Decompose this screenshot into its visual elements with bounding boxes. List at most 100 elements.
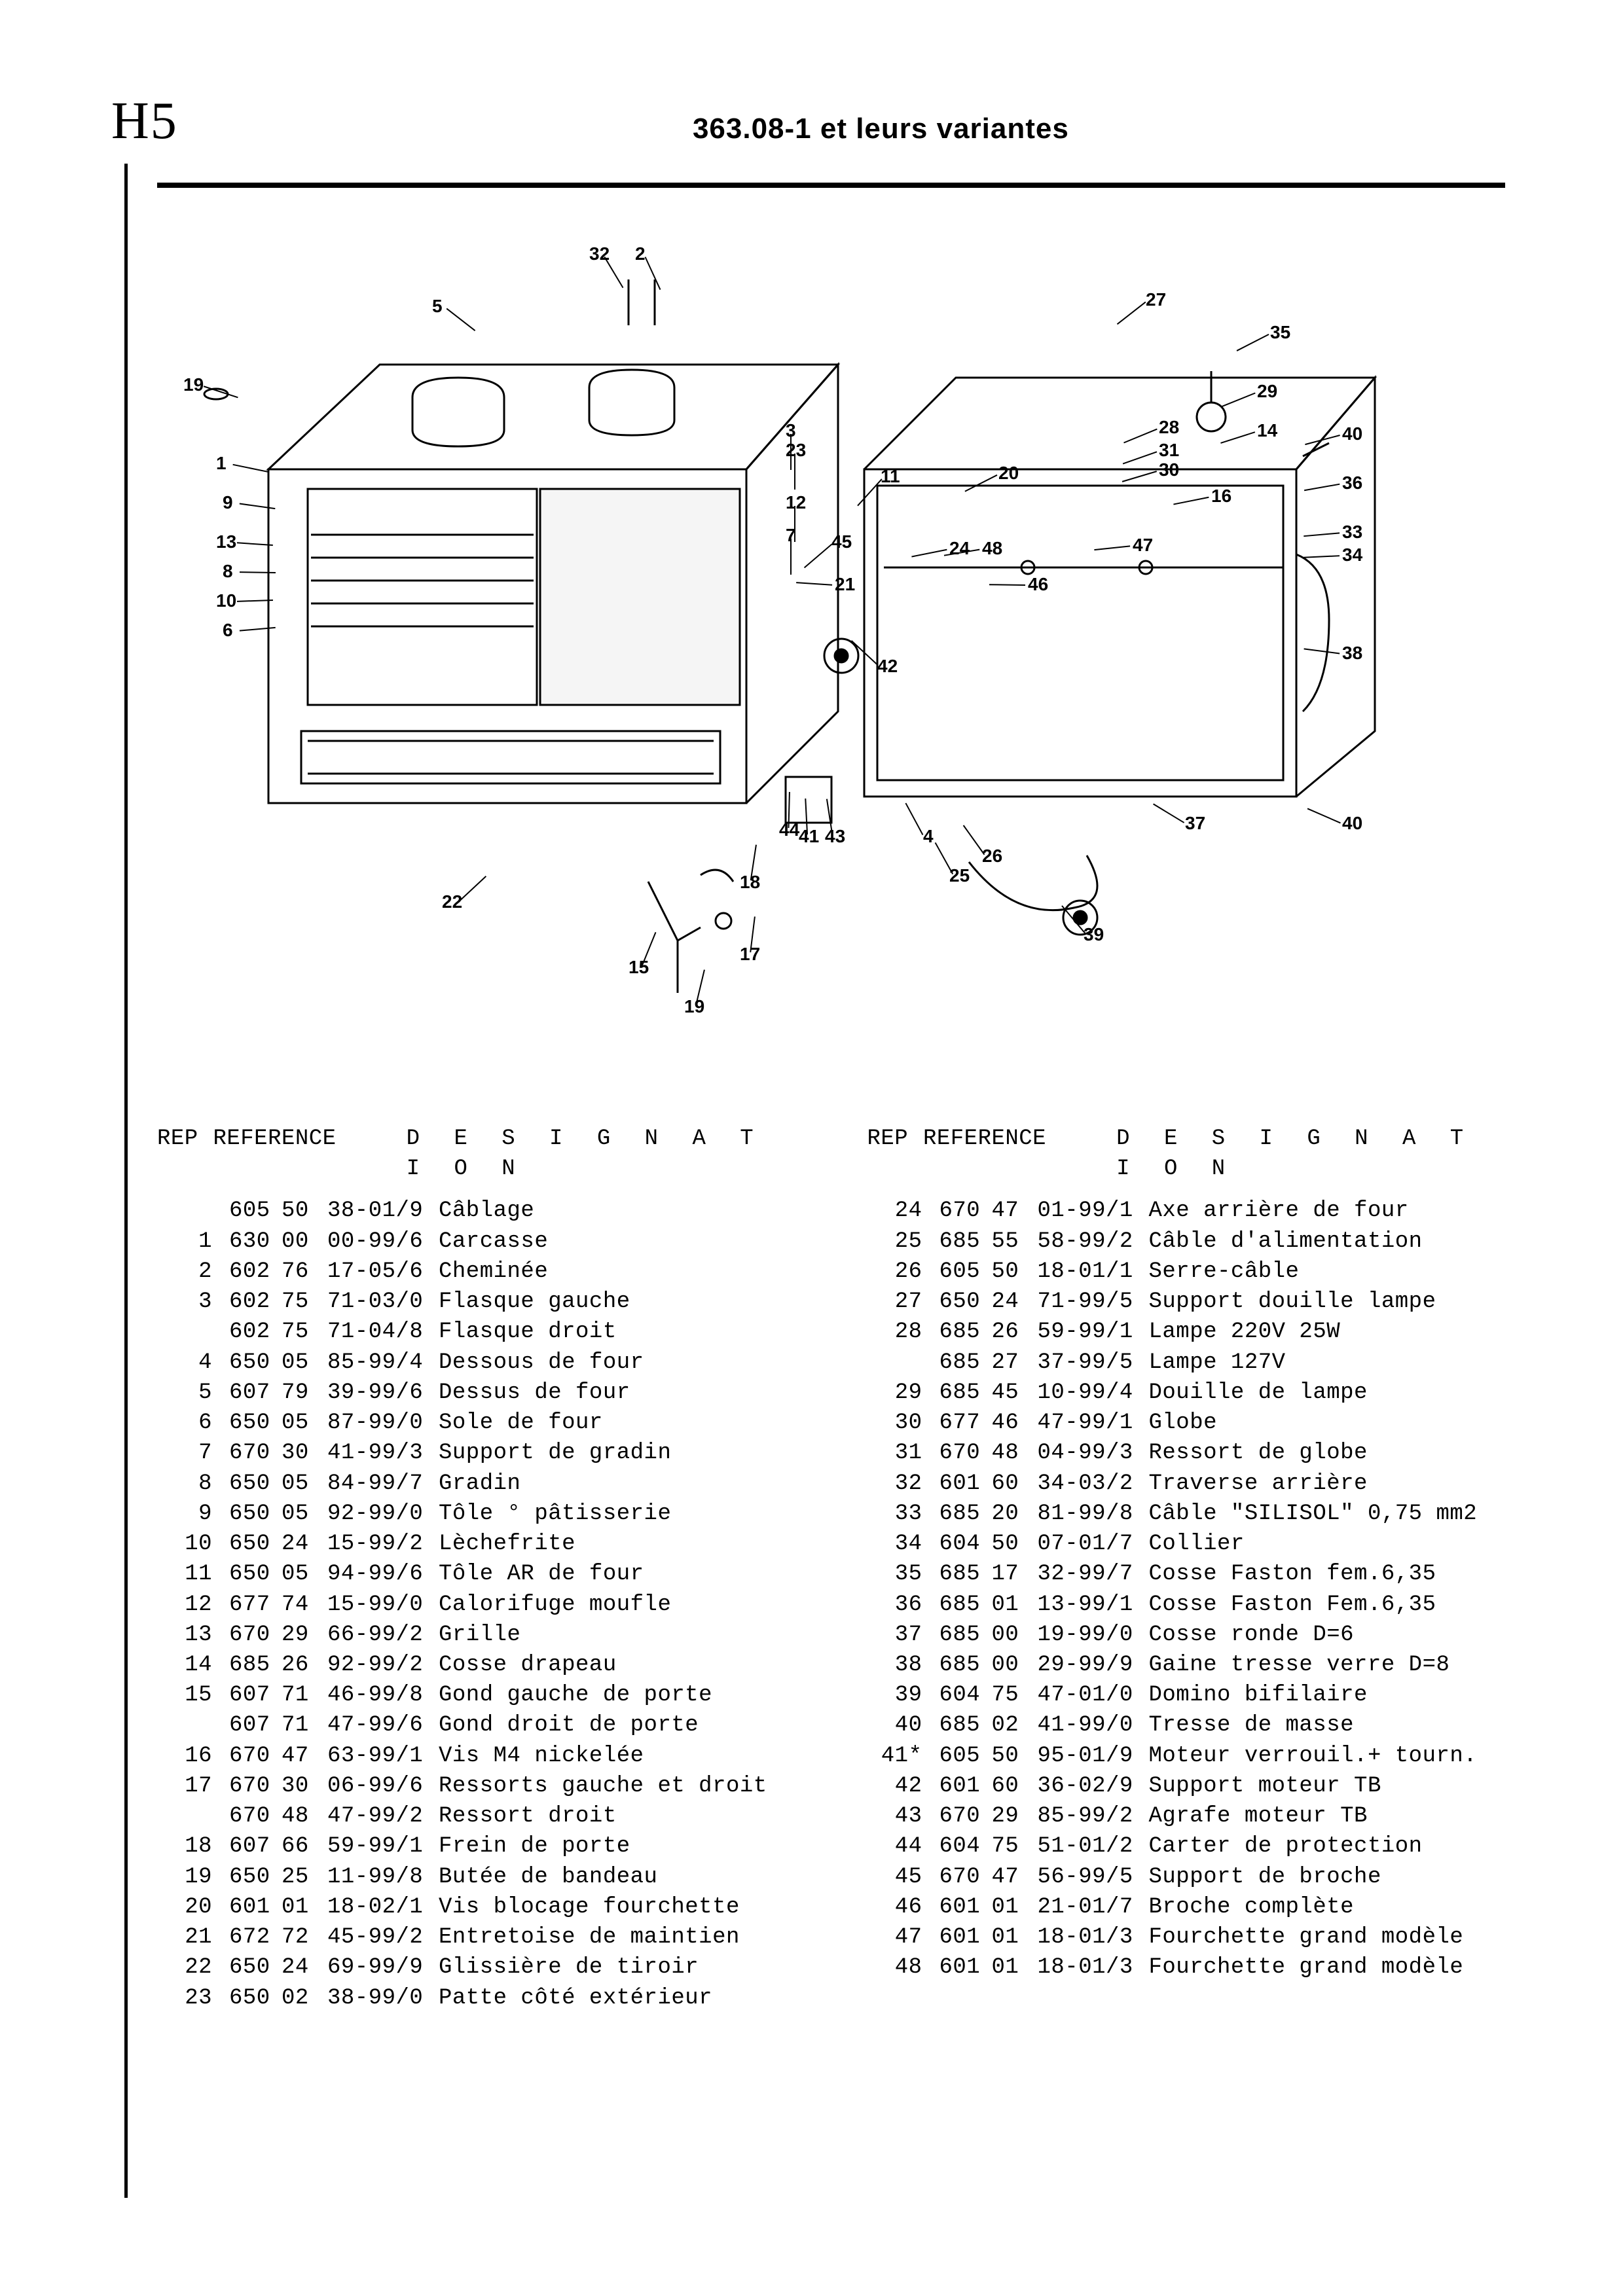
- cell-ref2: 71: [282, 1680, 327, 1710]
- cell-rep: 28: [867, 1317, 939, 1347]
- callout-label: 10: [216, 590, 236, 611]
- cell-rep: 34: [867, 1529, 939, 1559]
- cell-ref1: 604: [939, 1680, 992, 1710]
- cell-rep: 25: [867, 1227, 939, 1257]
- cell-rep: 39: [867, 1680, 939, 1710]
- cell-ref3: 21-01/7: [1038, 1892, 1149, 1922]
- cell-ref1: 650: [229, 1469, 282, 1499]
- cell-ref3: 32-99/7: [1038, 1559, 1149, 1589]
- parts-row: 396047547-01/0Domino bifilaire: [867, 1680, 1506, 1710]
- cell-rep: 5: [157, 1378, 229, 1408]
- parts-row: 466010121-01/7Broche complète: [867, 1892, 1506, 1922]
- callout-label: 20: [998, 463, 1019, 483]
- cell-ref1: 607: [229, 1831, 282, 1861]
- cell-ref3: 38-01/9: [327, 1196, 439, 1226]
- cell-ref3: 13-99/1: [1038, 1590, 1149, 1620]
- cell-ref2: 76: [282, 1257, 327, 1287]
- cell-ref2: 29: [282, 1620, 327, 1650]
- cell-designation: Frein de porte: [439, 1831, 795, 1861]
- cell-ref3: 85-99/4: [327, 1348, 439, 1378]
- cell-ref1: 630: [229, 1227, 282, 1257]
- parts-row: 206010118-02/1Vis blocage fourchette: [157, 1892, 795, 1922]
- callout-label: 27: [1146, 289, 1166, 310]
- cell-ref3: 56-99/5: [1038, 1862, 1149, 1892]
- cell-designation: Fourchette grand modèle: [1149, 1922, 1506, 1952]
- column-header: REP REFERENCE D E S I G N A T I O N: [867, 1124, 1506, 1184]
- callout-label: 44: [779, 819, 800, 840]
- cell-ref3: 92-99/2: [327, 1650, 439, 1680]
- cell-designation: Lampe 220V 25W: [1149, 1317, 1506, 1347]
- parts-row: 286852659-99/1Lampe 220V 25W: [867, 1317, 1506, 1347]
- cell-ref1: 650: [229, 1529, 282, 1559]
- cell-rep: 37: [867, 1620, 939, 1650]
- cell-ref2: 72: [282, 1922, 327, 1952]
- callout-label: 43: [825, 826, 845, 846]
- cell-designation: Fourchette grand modèle: [1149, 1952, 1506, 1982]
- cell-ref3: 00-99/6: [327, 1227, 439, 1257]
- parts-row: 16300000-99/6Carcasse: [157, 1227, 795, 1257]
- cell-ref1: 670: [939, 1862, 992, 1892]
- cell-ref2: 24: [992, 1287, 1038, 1317]
- cell-ref3: 95-01/9: [1038, 1741, 1149, 1771]
- cell-rep: 3: [157, 1287, 229, 1317]
- cell-ref1: 670: [939, 1801, 992, 1831]
- cell-rep: 15: [157, 1680, 229, 1710]
- cell-designation: Broche complète: [1149, 1892, 1506, 1922]
- cell-rep: [157, 1710, 229, 1740]
- cell-ref1: 605: [939, 1257, 992, 1287]
- cell-ref1: 685: [939, 1710, 992, 1740]
- cell-ref3: 58-99/2: [1038, 1227, 1149, 1257]
- cell-rep: 42: [867, 1771, 939, 1801]
- cell-ref3: 66-99/2: [327, 1620, 439, 1650]
- callout-label: 18: [740, 872, 760, 892]
- cell-designation: Vis blocage fourchette: [439, 1892, 795, 1922]
- callout-label: 17: [740, 944, 760, 964]
- cell-ref3: 84-99/7: [327, 1469, 439, 1499]
- cell-designation: Support douille lampe: [1149, 1287, 1506, 1317]
- cell-designation: Collier: [1149, 1529, 1506, 1559]
- cell-ref1: 650: [229, 1862, 282, 1892]
- cell-ref1: 601: [939, 1892, 992, 1922]
- callout-label: 38: [1342, 643, 1362, 663]
- callout-label: 3: [786, 420, 796, 440]
- callout-label: 8: [223, 561, 233, 581]
- column-header: REP REFERENCE D E S I G N A T I O N: [157, 1124, 795, 1184]
- parts-row: 36027571-03/0Flasque gauche: [157, 1287, 795, 1317]
- callout-label: 32: [589, 243, 610, 264]
- callout-label: 37: [1185, 813, 1205, 833]
- callout-label: 45: [831, 531, 852, 552]
- cell-ref1: 607: [229, 1710, 282, 1740]
- callout-label: 7: [786, 525, 796, 545]
- callout-label: 6: [223, 620, 233, 640]
- cell-ref1: 670: [229, 1741, 282, 1771]
- cell-designation: Flasque droit: [439, 1317, 795, 1347]
- cell-designation: Sole de four: [439, 1408, 795, 1438]
- cell-rep: 36: [867, 1590, 939, 1620]
- callout-label: 16: [1211, 486, 1231, 506]
- callout-label: 26: [982, 846, 1002, 866]
- cell-designation: Gaine tresse verre D=8: [1149, 1650, 1506, 1680]
- callout-label: 1: [216, 453, 227, 473]
- cell-ref3: 85-99/2: [1038, 1801, 1149, 1831]
- cell-ref2: 47: [282, 1741, 327, 1771]
- cell-rep: 45: [867, 1862, 939, 1892]
- callout-label: 33: [1342, 522, 1362, 542]
- parts-row: 406850241-99/0Tresse de masse: [867, 1710, 1506, 1740]
- parts-row: 436702985-99/2Agrafe moteur TB: [867, 1801, 1506, 1831]
- cell-ref1: 677: [939, 1408, 992, 1438]
- cell-ref2: 30: [282, 1771, 327, 1801]
- callout-label: 15: [629, 957, 649, 977]
- cell-ref2: 17: [992, 1559, 1038, 1589]
- cell-ref3: 63-99/1: [327, 1741, 439, 1771]
- cell-ref3: 46-99/8: [327, 1680, 439, 1710]
- parts-row: 116500594-99/6Tôle AR de four: [157, 1559, 795, 1589]
- cell-rep: 9: [157, 1499, 229, 1529]
- cell-ref1: 604: [939, 1529, 992, 1559]
- cell-designation: Douille de lampe: [1149, 1378, 1506, 1408]
- cell-ref1: 670: [939, 1438, 992, 1468]
- callout-label: 25: [949, 865, 970, 886]
- cell-rep: 1: [157, 1227, 229, 1257]
- callout-label: 34: [1342, 545, 1363, 565]
- callout-label: 2: [635, 243, 646, 264]
- cell-rep: [157, 1196, 229, 1226]
